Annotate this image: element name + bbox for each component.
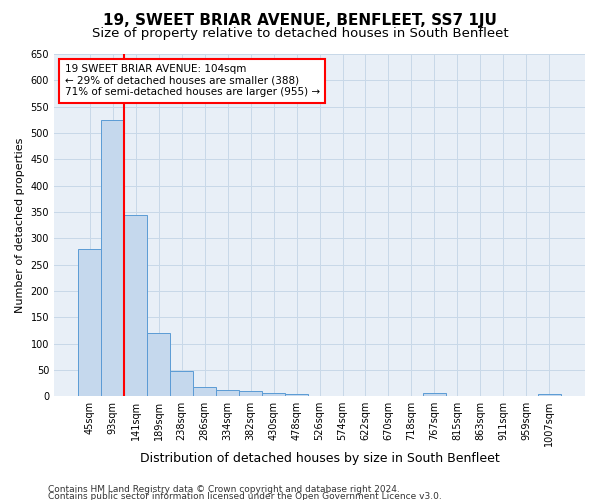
Text: Contains HM Land Registry data © Crown copyright and database right 2024.: Contains HM Land Registry data © Crown c… (48, 486, 400, 494)
Text: 19 SWEET BRIAR AVENUE: 104sqm
← 29% of detached houses are smaller (388)
71% of : 19 SWEET BRIAR AVENUE: 104sqm ← 29% of d… (65, 64, 320, 98)
Text: 19, SWEET BRIAR AVENUE, BENFLEET, SS7 1JU: 19, SWEET BRIAR AVENUE, BENFLEET, SS7 1J… (103, 12, 497, 28)
Y-axis label: Number of detached properties: Number of detached properties (15, 138, 25, 313)
Bar (285, 394, 308, 396)
Text: Size of property relative to detached houses in South Benfleet: Size of property relative to detached ho… (92, 28, 508, 40)
Text: Contains public sector information licensed under the Open Government Licence v3: Contains public sector information licen… (48, 492, 442, 500)
Bar (216, 390, 239, 396)
Bar (538, 394, 561, 396)
Bar (78, 249, 101, 396)
Bar (147, 333, 170, 396)
X-axis label: Distribution of detached houses by size in South Benfleet: Distribution of detached houses by size … (140, 452, 499, 465)
Bar (101, 120, 124, 396)
Bar (193, 388, 216, 396)
Bar (170, 372, 193, 396)
Bar (423, 392, 446, 396)
Bar (124, 214, 147, 396)
Bar (262, 393, 285, 396)
Bar (239, 392, 262, 396)
